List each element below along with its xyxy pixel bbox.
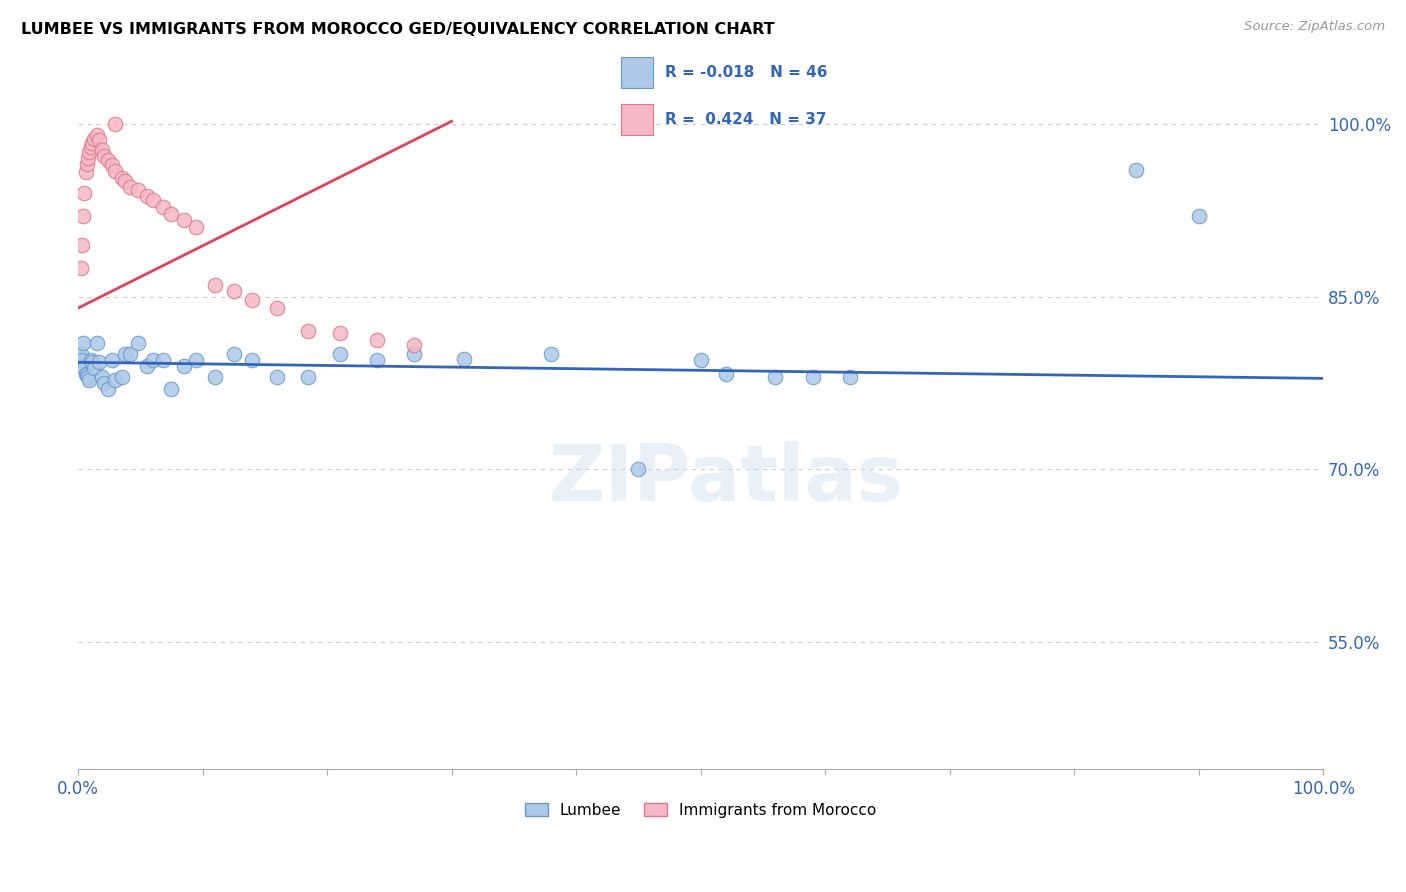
Point [1125,162,1147,177]
Point [86,128,108,142]
Point [801,370,824,384]
Point [114,347,136,361]
Text: R = -0.018   N = 46: R = -0.018 N = 46 [665,65,828,79]
Point [127,335,149,350]
Point [689,353,711,368]
Point [80,136,103,151]
Point [83,131,105,145]
Point [76,368,98,382]
Point [404,338,426,352]
Point [93,149,115,163]
Point [266,370,288,384]
Point [152,353,174,368]
Point [540,347,562,361]
Point [83,361,105,376]
Point [366,353,388,368]
Point [80,355,103,369]
Point [127,184,149,198]
Point [222,347,245,361]
Point [79,145,101,160]
Point [204,370,226,384]
Point [114,174,136,188]
Point [453,351,475,366]
Point [1188,209,1211,223]
Point [77,370,100,384]
Point [120,180,142,194]
Point [266,301,288,315]
Point [72,335,94,350]
Point [173,359,195,373]
Point [329,326,352,341]
Point [100,158,122,172]
Point [714,367,737,381]
Point [79,353,101,368]
Point [76,157,98,171]
Point [100,353,122,368]
Point [75,367,97,381]
Point [222,284,245,298]
Point [329,347,352,361]
Point [142,193,165,207]
Point [73,186,96,200]
Point [104,373,127,387]
Point [86,335,108,350]
Point [73,361,96,376]
Point [97,153,120,168]
Point [135,359,157,373]
Point [242,293,264,307]
Point [204,278,226,293]
Text: ZIPatlas: ZIPatlas [548,441,903,516]
Point [404,347,426,361]
Point [104,164,127,178]
Point [297,324,319,338]
Point [297,370,319,384]
Point [89,355,111,369]
Point [186,220,208,235]
Point [242,353,264,368]
Point [77,151,100,165]
Point [70,237,93,252]
Point [90,143,112,157]
Point [186,353,208,368]
Point [366,334,388,348]
Point [173,213,195,227]
Point [72,209,94,223]
Point [152,200,174,214]
Point [97,382,120,396]
Point [79,373,101,387]
Point [79,139,101,153]
Point [120,347,142,361]
Text: LUMBEE VS IMMIGRANTS FROM MOROCCO GED/EQUIVALENCY CORRELATION CHART: LUMBEE VS IMMIGRANTS FROM MOROCCO GED/EQ… [21,22,775,37]
Point [111,170,134,185]
Point [93,376,115,390]
Point [69,260,91,275]
Point [111,370,134,384]
Point [75,165,97,179]
FancyBboxPatch shape [621,57,652,87]
Point [70,353,93,368]
Point [142,353,165,368]
Point [160,382,183,396]
FancyBboxPatch shape [621,104,652,135]
Point [627,462,650,476]
Legend: Lumbee, Immigrants from Morocco: Lumbee, Immigrants from Morocco [519,797,883,824]
Point [160,206,183,220]
Point [135,189,157,203]
Point [763,370,786,384]
Point [839,370,862,384]
Point [104,117,127,131]
Point [89,133,111,147]
Point [69,347,91,361]
Point [90,370,112,384]
Text: R =  0.424   N = 37: R = 0.424 N = 37 [665,112,827,127]
Text: Source: ZipAtlas.com: Source: ZipAtlas.com [1244,20,1385,33]
